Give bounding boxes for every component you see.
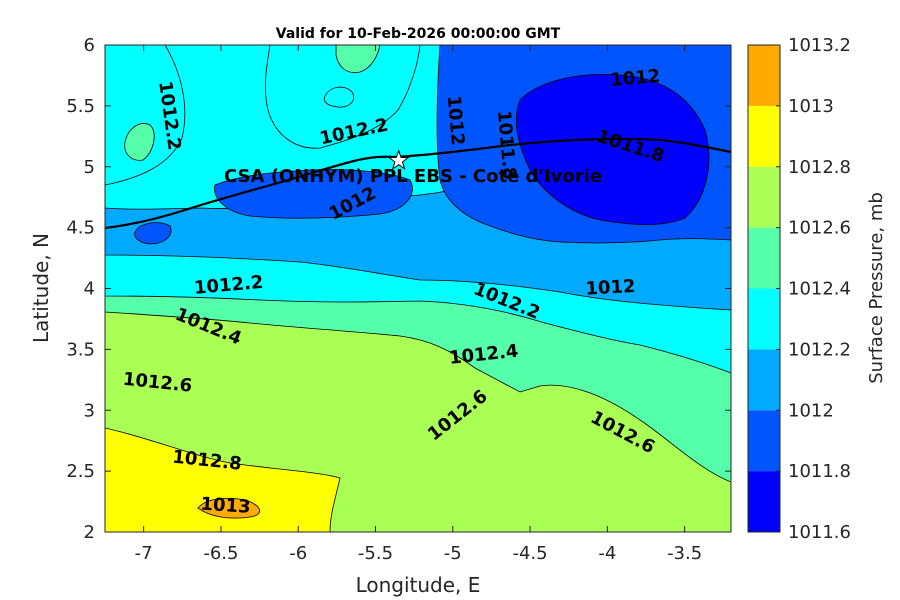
band-1013-0 bbox=[197, 497, 260, 519]
colorbar-segment bbox=[748, 288, 780, 350]
y-tick-label: 5 bbox=[84, 157, 95, 178]
y-tick-label: 4 bbox=[84, 279, 95, 300]
y-tick-label: 5.5 bbox=[66, 96, 95, 117]
y-tick-label: 2 bbox=[84, 522, 95, 543]
band-1011-8-patch-west bbox=[214, 169, 413, 219]
contour-label: 1012 bbox=[443, 95, 468, 147]
colorbar-segment bbox=[748, 45, 780, 106]
x-axis: -7 -6.5 -6 -5.5 -5 -4.5 -4 -3.5 bbox=[135, 45, 702, 564]
station-marker: CSA (ONHYM) PPL EBS - Cote d'Ivorie bbox=[224, 149, 602, 187]
y-tick-label: 3 bbox=[84, 400, 95, 421]
colorbar-segment bbox=[748, 410, 780, 472]
colorbar-tick-label: 1013 bbox=[788, 96, 834, 117]
y-tick-label: 6 bbox=[84, 35, 95, 56]
coastline bbox=[105, 137, 731, 230]
contour-label: 1012 bbox=[609, 66, 661, 91]
station-label: CSA (ONHYM) PPL EBS - Cote d'Ivorie bbox=[224, 166, 602, 187]
y-tick-label: 3.5 bbox=[66, 339, 95, 360]
band-1011-8-patch-sw bbox=[134, 222, 172, 245]
colorbar-segment bbox=[748, 349, 780, 411]
y-axis-label: Latitude, N bbox=[29, 233, 53, 343]
colorbar-segment bbox=[748, 227, 780, 289]
colorbar-tick-label: 1013.2 bbox=[788, 35, 851, 56]
x-tick-label: -6.5 bbox=[203, 543, 238, 564]
colorbar-tick-label: 1012.4 bbox=[788, 279, 851, 300]
x-axis-label: Longitude, E bbox=[356, 573, 481, 597]
x-tick-label: -3.5 bbox=[667, 543, 702, 564]
colorbar: 1011.6 1011.8 1012 1012.2 1012.4 1012.6 1012.8… bbox=[747, 35, 851, 543]
chart-title: Valid for 10-Feb-2026 00:00:00 GMT bbox=[276, 26, 561, 42]
x-tick-label: -5.5 bbox=[358, 543, 393, 564]
x-tick-label: -4.5 bbox=[512, 543, 547, 564]
contour-label: 1013 bbox=[200, 493, 251, 517]
contour-label: 1012 bbox=[585, 276, 636, 300]
band-1012-4-patch-mid bbox=[323, 86, 355, 108]
colorbar-tick-label: 1012.8 bbox=[788, 157, 851, 178]
station-star-icon bbox=[387, 149, 410, 171]
colorbar-tick-label: 1011.6 bbox=[788, 522, 851, 543]
colorbar-tick-label: 1012 bbox=[788, 400, 834, 421]
plot-area bbox=[105, 45, 731, 532]
band-1012-8 bbox=[105, 427, 341, 532]
colorbar-segment bbox=[748, 166, 780, 228]
x-tick-label: -4 bbox=[598, 543, 616, 564]
band-1012-4-patch-top bbox=[335, 45, 381, 73]
y-axis: 2 2.5 3 3.5 4 4.5 5 5.5 6 bbox=[66, 35, 731, 543]
x-tick-label: -7 bbox=[135, 543, 153, 564]
band-1012-4-patch-left bbox=[124, 123, 155, 161]
colorbar-segment bbox=[748, 471, 780, 532]
band-1011-6 bbox=[515, 74, 710, 226]
y-tick-label: 4.5 bbox=[66, 218, 95, 239]
colorbar-tick-label: 1011.8 bbox=[788, 461, 851, 482]
colorbar-label: Surface Pressure, mb bbox=[866, 192, 887, 384]
y-tick-label: 2.5 bbox=[66, 461, 95, 482]
colorbar-tick-label: 1012.2 bbox=[788, 339, 851, 360]
colorbar-segment bbox=[748, 105, 780, 167]
x-tick-label: -6 bbox=[289, 543, 307, 564]
x-tick-label: -5 bbox=[444, 543, 462, 564]
colorbar-tick-label: 1012.6 bbox=[788, 218, 851, 239]
